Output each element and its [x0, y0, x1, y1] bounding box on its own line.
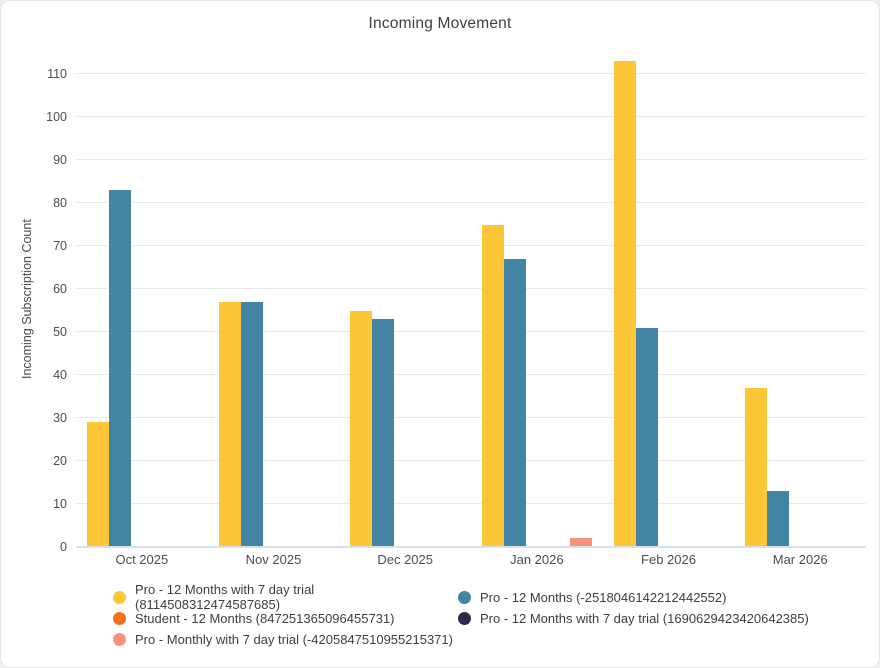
bar-series-1-nov-2025[interactable] — [240, 301, 263, 547]
legend-item-label: Pro - 12 Months (-2518046142212442552) — [480, 589, 727, 605]
gridline-90 — [76, 159, 866, 160]
gridline-110 — [76, 73, 866, 74]
gridline-20 — [76, 460, 866, 461]
legend-color-dot — [458, 590, 471, 604]
x-tick-label-dec-2025: Dec 2025 — [377, 552, 433, 567]
x-axis-line — [76, 546, 866, 548]
y-tick-label-50: 50 — [53, 325, 67, 339]
y-axis-tick-labels: 0 10 20 30 40 50 60 70 80 90 100 110 — [1, 51, 67, 554]
bar-group-dec-2025 — [339, 51, 471, 547]
bar-series-1-mar-2026[interactable] — [767, 491, 790, 547]
bar-series-0-oct-2025[interactable] — [86, 422, 109, 547]
y-tick-label-70: 70 — [53, 239, 67, 253]
bar-series-4-jan-2026[interactable] — [569, 538, 592, 547]
x-axis-tick-labels: Oct 2025 Nov 2025 Dec 2025 Jan 2026 Feb 2026… — [76, 552, 866, 567]
bar-group-feb-2026 — [603, 51, 735, 547]
gridline-80 — [76, 202, 866, 203]
y-tick-label-110: 110 — [47, 67, 67, 81]
y-tick-label-80: 80 — [53, 196, 67, 210]
bar-series-1-dec-2025[interactable] — [372, 319, 395, 547]
gridline-40 — [76, 374, 866, 375]
y-tick-label-10: 10 — [53, 497, 67, 511]
gridline-30 — [76, 417, 866, 418]
x-tick-label-nov-2025: Nov 2025 — [245, 552, 302, 567]
gridline-60 — [76, 288, 866, 289]
bar-series-0-jan-2026[interactable] — [481, 224, 504, 547]
gridline-100 — [76, 116, 866, 117]
legend-color-dot — [113, 632, 126, 646]
x-tick-label-mar-2026: Mar 2026 — [772, 552, 828, 567]
legend-color-dot — [113, 611, 126, 625]
plot-area — [76, 51, 866, 548]
x-tick-label-feb-2026: Feb 2026 — [641, 552, 696, 567]
bar-series-1-jan-2026[interactable] — [503, 258, 526, 547]
bar-series-0-nov-2025[interactable] — [218, 301, 241, 547]
y-tick-label-20: 20 — [53, 454, 67, 468]
legend-item-label: Pro - Monthly with 7 day trial (-4205847… — [135, 631, 453, 647]
gridline-70 — [76, 245, 866, 246]
legend-item-label: Pro - 12 Months with 7 day trial (811450… — [135, 582, 315, 612]
legend-item-label: Student - 12 Months (847251365096455731) — [135, 610, 395, 626]
bar-series-0-feb-2026[interactable] — [613, 61, 636, 547]
bar-group-nov-2025 — [208, 51, 340, 547]
bar-series-0-mar-2026[interactable] — [745, 387, 768, 547]
legend: Pro - 12 Months with 7 day trial (811450… — [113, 582, 809, 647]
bar-group-oct-2025 — [76, 51, 208, 547]
bar-series-1-feb-2026[interactable] — [635, 327, 658, 547]
legend-item-3[interactable]: Pro - 12 Months with 7 day trial (169062… — [458, 610, 809, 626]
chart-title: Incoming Movement — [368, 15, 512, 32]
legend-item-1[interactable]: Pro - 12 Months (-2518046142212442552) — [458, 589, 809, 605]
y-tick-label-30: 30 — [53, 411, 67, 425]
y-tick-label-0: 0 — [60, 540, 67, 554]
y-tick-label-40: 40 — [53, 368, 67, 382]
bar-series-0-dec-2025[interactable] — [350, 310, 373, 547]
bar-series-1-oct-2025[interactable] — [108, 190, 131, 547]
y-tick-label-100: 100 — [46, 110, 67, 124]
legend-item-label: Pro - 12 Months with 7 day trial (169062… — [480, 610, 809, 626]
legend-item-2[interactable]: Student - 12 Months (847251365096455731) — [113, 610, 458, 626]
y-tick-label-60: 60 — [53, 282, 67, 296]
x-tick-label-oct-2025: Oct 2025 — [115, 552, 169, 567]
gridline-10 — [76, 503, 866, 504]
legend-item-0[interactable]: Pro - 12 Months with 7 day trial (811450… — [113, 582, 458, 612]
legend-item-4[interactable]: Pro - Monthly with 7 day trial (-4205847… — [113, 631, 458, 647]
x-tick-label-jan-2026: Jan 2026 — [510, 552, 564, 567]
gridline-50 — [76, 331, 866, 332]
bar-group-jan-2026 — [471, 51, 603, 547]
bar-group-mar-2026 — [734, 51, 866, 547]
legend-color-dot — [458, 611, 471, 625]
legend-color-dot — [113, 590, 126, 604]
y-tick-label-90: 90 — [53, 153, 67, 167]
bar-groups — [76, 51, 866, 547]
